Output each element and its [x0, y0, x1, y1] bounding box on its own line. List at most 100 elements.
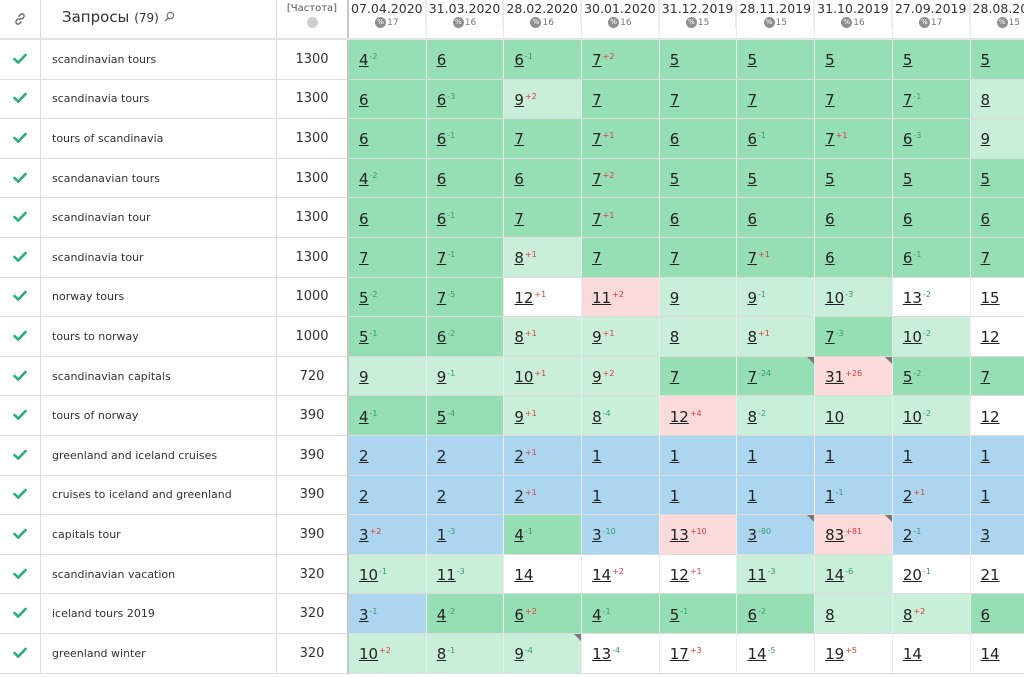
position-cell[interactable]: 14 [892, 633, 971, 674]
check-icon[interactable] [13, 251, 27, 263]
check-icon[interactable] [13, 330, 27, 342]
position-value[interactable]: 6 [902, 130, 913, 149]
position-cell[interactable]: 10-2 [892, 316, 971, 357]
keyword-cell[interactable]: norway tours [40, 277, 277, 318]
position-cell[interactable]: 7-1 [426, 237, 505, 278]
position-value[interactable]: 7 [669, 90, 680, 109]
position-cell[interactable]: 2+1 [892, 475, 971, 516]
position-value[interactable]: 1 [592, 486, 602, 505]
keyword-cell[interactable]: scandinavia tours [40, 79, 277, 120]
position-value[interactable]: 5 [825, 51, 835, 70]
keyword-cell[interactable]: scandanavian tours [40, 158, 277, 199]
position-cell[interactable]: 6-1 [426, 118, 505, 159]
position-cell[interactable]: 6 [348, 197, 427, 238]
row-check-cell[interactable] [0, 514, 41, 555]
check-icon[interactable] [13, 409, 27, 421]
note-corner-icon[interactable] [574, 633, 581, 641]
position-value[interactable]: 8 [747, 407, 757, 426]
position-cell[interactable]: 10-1 [348, 554, 427, 595]
position-value[interactable]: 12 [980, 407, 1000, 426]
position-value[interactable]: 6 [359, 130, 369, 149]
position-cell[interactable]: 1 [736, 435, 816, 476]
keyword-cell[interactable]: scandinavian tours [40, 39, 277, 80]
position-cell[interactable]: 14-5 [736, 633, 816, 674]
position-cell[interactable]: 6-2 [426, 316, 505, 357]
position-cell[interactable]: 4-1 [581, 593, 660, 634]
position-cell[interactable]: 3+2 [348, 514, 427, 555]
position-cell[interactable]: 6 [736, 197, 816, 238]
position-cell[interactable]: 5 [736, 158, 816, 199]
frequency-label[interactable]: [Частота] [286, 3, 338, 14]
position-cell[interactable]: 1 [814, 435, 893, 476]
check-icon[interactable] [13, 211, 27, 223]
position-cell[interactable]: 11-3 [736, 554, 816, 595]
row-check-cell[interactable] [0, 79, 41, 120]
position-value[interactable]: 7 [436, 249, 447, 268]
position-value[interactable]: 2 [436, 486, 447, 505]
position-value[interactable]: 7 [980, 249, 991, 268]
position-value[interactable]: 4 [592, 605, 602, 624]
position-cell[interactable]: 5 [892, 158, 971, 199]
position-value[interactable]: 6 [669, 130, 680, 149]
check-icon[interactable] [13, 528, 27, 540]
position-value[interactable]: 1 [669, 486, 680, 505]
position-value[interactable]: 7 [669, 249, 680, 268]
position-cell[interactable]: 5-4 [426, 395, 505, 436]
position-value[interactable]: 6 [747, 605, 757, 624]
position-value[interactable]: 9 [592, 328, 602, 347]
position-value[interactable]: 10 [825, 288, 845, 307]
position-cell[interactable]: 9+1 [503, 395, 583, 436]
position-cell[interactable]: 20-1 [892, 554, 971, 595]
date-column-5[interactable]: 28.11.2019% 15 [736, 0, 816, 40]
position-cell[interactable]: 14 [970, 633, 1024, 674]
position-value[interactable]: 12 [980, 328, 1000, 347]
position-value[interactable]: 5 [359, 328, 369, 347]
keyword-cell[interactable]: cruises to iceland and greenland [40, 475, 277, 516]
position-cell[interactable]: 6 [426, 39, 505, 80]
position-value[interactable]: 7 [980, 368, 991, 387]
position-cell[interactable]: 8+1 [736, 316, 816, 357]
position-value[interactable]: 14 [902, 645, 922, 664]
position-value[interactable]: 2 [359, 447, 369, 466]
position-cell[interactable]: 13-2 [892, 277, 971, 318]
check-icon[interactable] [13, 290, 27, 302]
position-cell[interactable]: 5 [970, 39, 1024, 80]
position-cell[interactable]: 12+4 [659, 395, 738, 436]
position-cell[interactable]: 8-4 [581, 395, 660, 436]
check-icon[interactable] [13, 92, 27, 104]
position-cell[interactable]: 8-2 [736, 395, 816, 436]
date-column-3[interactable]: 30.01.2020% 16 [581, 0, 660, 40]
link-icon[interactable] [13, 12, 27, 26]
position-cell[interactable]: 6 [348, 79, 427, 120]
date-column-7[interactable]: 27.09.2019% 17 [892, 0, 971, 40]
position-value[interactable]: 10 [359, 566, 379, 585]
position-cell[interactable]: 9+2 [581, 356, 660, 397]
position-cell[interactable]: 9+1 [581, 316, 660, 357]
position-cell[interactable]: 7 [736, 79, 816, 120]
position-cell[interactable]: 8 [970, 79, 1024, 120]
position-cell[interactable]: 6 [426, 158, 505, 199]
position-cell[interactable]: 1 [659, 475, 738, 516]
position-value[interactable]: 5 [825, 170, 835, 189]
position-cell[interactable]: 6-1 [426, 197, 505, 238]
position-cell[interactable]: 11+2 [581, 277, 660, 318]
row-check-cell[interactable] [0, 277, 41, 318]
position-value[interactable]: 12 [514, 288, 534, 307]
position-value[interactable]: 20 [902, 566, 922, 585]
position-value[interactable]: 5 [747, 170, 757, 189]
position-cell[interactable]: 6 [814, 197, 893, 238]
position-cell[interactable]: 31+26 [814, 356, 893, 397]
position-cell[interactable]: 6 [970, 197, 1024, 238]
position-cell[interactable]: 9 [970, 118, 1024, 159]
position-cell[interactable]: 12 [970, 316, 1024, 357]
position-cell[interactable]: 2 [348, 475, 427, 516]
note-corner-icon[interactable] [807, 515, 814, 523]
position-value[interactable]: 8 [747, 328, 757, 347]
position-value[interactable]: 15 [980, 288, 1000, 307]
position-value[interactable]: 6 [514, 170, 524, 189]
position-value[interactable]: 5 [669, 51, 680, 70]
position-value[interactable]: 2 [436, 447, 447, 466]
position-value[interactable]: 6 [825, 249, 835, 268]
position-cell[interactable]: 7+1 [581, 197, 660, 238]
position-value[interactable]: 7 [747, 368, 757, 387]
